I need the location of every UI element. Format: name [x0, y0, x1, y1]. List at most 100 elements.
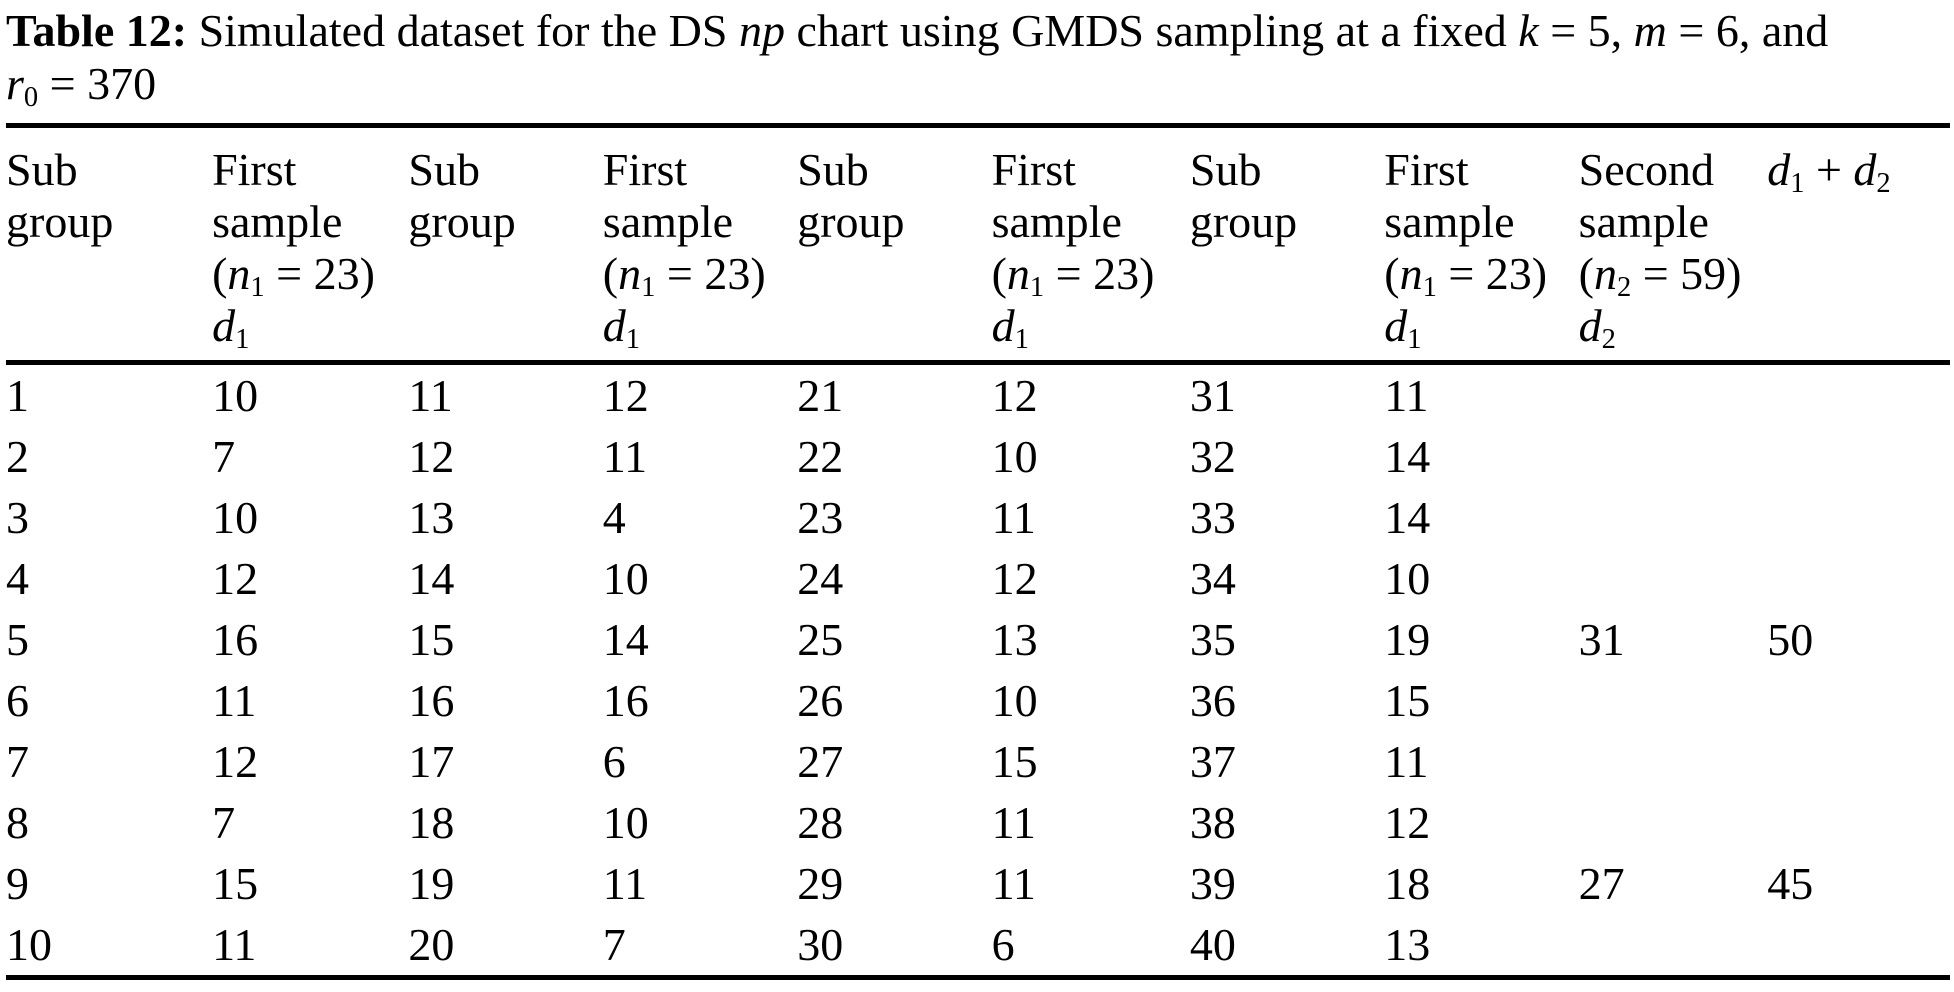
table-cell: [1767, 426, 1950, 487]
table-cell: 11: [602, 431, 648, 482]
table-cell: 12: [1384, 797, 1431, 848]
table-cell: 11: [991, 492, 1036, 543]
table-cell: 38: [1189, 797, 1236, 848]
table-cell: 12: [602, 370, 649, 421]
column-header-first-sample-a: First sample (n1 = 23) d1: [212, 125, 409, 365]
table-cell: 14: [1384, 431, 1431, 482]
table-cell: 13: [1384, 919, 1431, 970]
data-table: Sub group First sample (n1 = 23) d1 Sub group Fi…: [6, 123, 1950, 980]
table-cell: 19: [408, 858, 455, 909]
header-row: Sub group First sample (n1 = 23) d1 Sub group Fi…: [6, 125, 1950, 365]
table-cell: [1579, 670, 1768, 731]
table-cell: [1767, 548, 1950, 609]
table-cell: 7: [6, 736, 29, 787]
table-row: 1 10 11 12 21 12 31 11: [6, 363, 1950, 427]
table-cell: 29: [797, 858, 844, 909]
table-cell: 11: [1384, 370, 1429, 421]
table-row: 2 7 12 11 22 10 32 14: [6, 426, 1950, 487]
table-cell: [1767, 914, 1950, 978]
table-cell: 40: [1189, 919, 1236, 970]
table-cell: 7: [212, 797, 236, 848]
table-cell: 27: [797, 736, 844, 787]
table-cell: 10: [212, 492, 259, 543]
table-cell: 16: [212, 614, 259, 665]
column-header-d1-plus-d2: d1 + d2: [1767, 125, 1950, 365]
table-cell: 30: [797, 919, 844, 970]
column-header-first-sample-c: First sample (n1 = 23) d1: [991, 125, 1190, 365]
table-cell: 6: [6, 675, 29, 726]
table-cell: 6: [991, 919, 1015, 970]
table-row: 7 12 17 6 27 15 37 11: [6, 731, 1950, 792]
table-cell: 34: [1189, 553, 1236, 604]
table-cell: 10: [212, 370, 259, 421]
table-caption: Table 12: Simulated dataset for the DS n…: [6, 5, 1829, 114]
table-cell: 14: [408, 553, 455, 604]
table-cell: 18: [408, 797, 455, 848]
table-cell: 12: [991, 553, 1038, 604]
table-cell: 11: [1384, 736, 1429, 787]
column-header-first-sample-b: First sample (n1 = 23) d1: [602, 125, 798, 365]
table-cell: [1579, 731, 1768, 792]
table-cell: 16: [602, 675, 649, 726]
table-cell: 6: [602, 736, 626, 787]
table-cell: 9: [6, 858, 29, 909]
table-row: 9 15 19 11 29 11 39 18 27 45: [6, 853, 1950, 914]
table-cell: 16: [408, 675, 455, 726]
table-cell: [1767, 487, 1950, 548]
column-header-subgroup-c: Sub group: [797, 125, 992, 365]
table-cell: 10: [602, 553, 649, 604]
table-cell: 7: [602, 919, 626, 970]
table-cell: 19: [1384, 614, 1431, 665]
table-cell: 12: [212, 736, 259, 787]
table-cell: 11: [991, 797, 1036, 848]
table-cell: 5: [6, 614, 29, 665]
table-cell: 17: [408, 736, 455, 787]
table-cell: 21: [797, 370, 844, 421]
table-row: 4 12 14 10 24 12 34 10: [6, 548, 1950, 609]
table-row: 5 16 15 14 25 13 35 19 31 50: [6, 609, 1950, 670]
table-cell: 10: [1384, 553, 1431, 604]
table-body: 1 10 11 12 21 12 31 11 2 7 12 11 22 10 32 14 3 10 13 4 23 11 3…: [6, 363, 1950, 978]
table-cell: 14: [1384, 492, 1431, 543]
table-cell: 3: [6, 492, 29, 543]
table-cell: 23: [797, 492, 844, 543]
table-cell: 15: [1384, 675, 1431, 726]
table-cell: 2: [6, 431, 29, 482]
table-cell: 50: [1767, 614, 1814, 665]
table-row: 10 11 20 7 30 6 40 13: [6, 914, 1950, 978]
table-cell: [1767, 670, 1950, 731]
table-cell: 24: [797, 553, 844, 604]
table-cell: 15: [212, 858, 259, 909]
table-cell: 28: [797, 797, 844, 848]
table-cell: [1579, 363, 1768, 427]
table-cell: 12: [212, 553, 259, 604]
table-cell: 11: [408, 370, 453, 421]
table-cell: 22: [797, 431, 844, 482]
table-cell: [1767, 792, 1950, 853]
table-cell: 25: [797, 614, 844, 665]
table-cell: 12: [991, 370, 1038, 421]
table-cell: 11: [602, 858, 648, 909]
table-cell: 31: [1578, 614, 1625, 665]
table-cell: [1579, 548, 1768, 609]
table-cell: 33: [1189, 492, 1236, 543]
table-cell: 39: [1189, 858, 1236, 909]
table-cell: 10: [991, 675, 1038, 726]
table-header: Sub group First sample (n1 = 23) d1 Sub group Fi…: [6, 125, 1950, 365]
table-row: 3 10 13 4 23 11 33 14: [6, 487, 1950, 548]
table-cell: 10: [6, 919, 52, 970]
table-cell: [1579, 914, 1768, 978]
column-header-subgroup-a: Sub group: [6, 125, 213, 365]
table-cell: 11: [212, 675, 257, 726]
table-cell: 13: [408, 492, 455, 543]
table-cell: 37: [1189, 736, 1236, 787]
table-cell: 45: [1767, 858, 1814, 909]
table-cell: 10: [602, 797, 649, 848]
table-cell: [1767, 363, 1950, 427]
table-cell: 4: [6, 553, 29, 604]
table-cell: 10: [991, 431, 1038, 482]
column-header-subgroup-d: Sub group: [1189, 125, 1385, 365]
table-cell: 1: [6, 370, 29, 421]
table-cell: 7: [212, 431, 236, 482]
